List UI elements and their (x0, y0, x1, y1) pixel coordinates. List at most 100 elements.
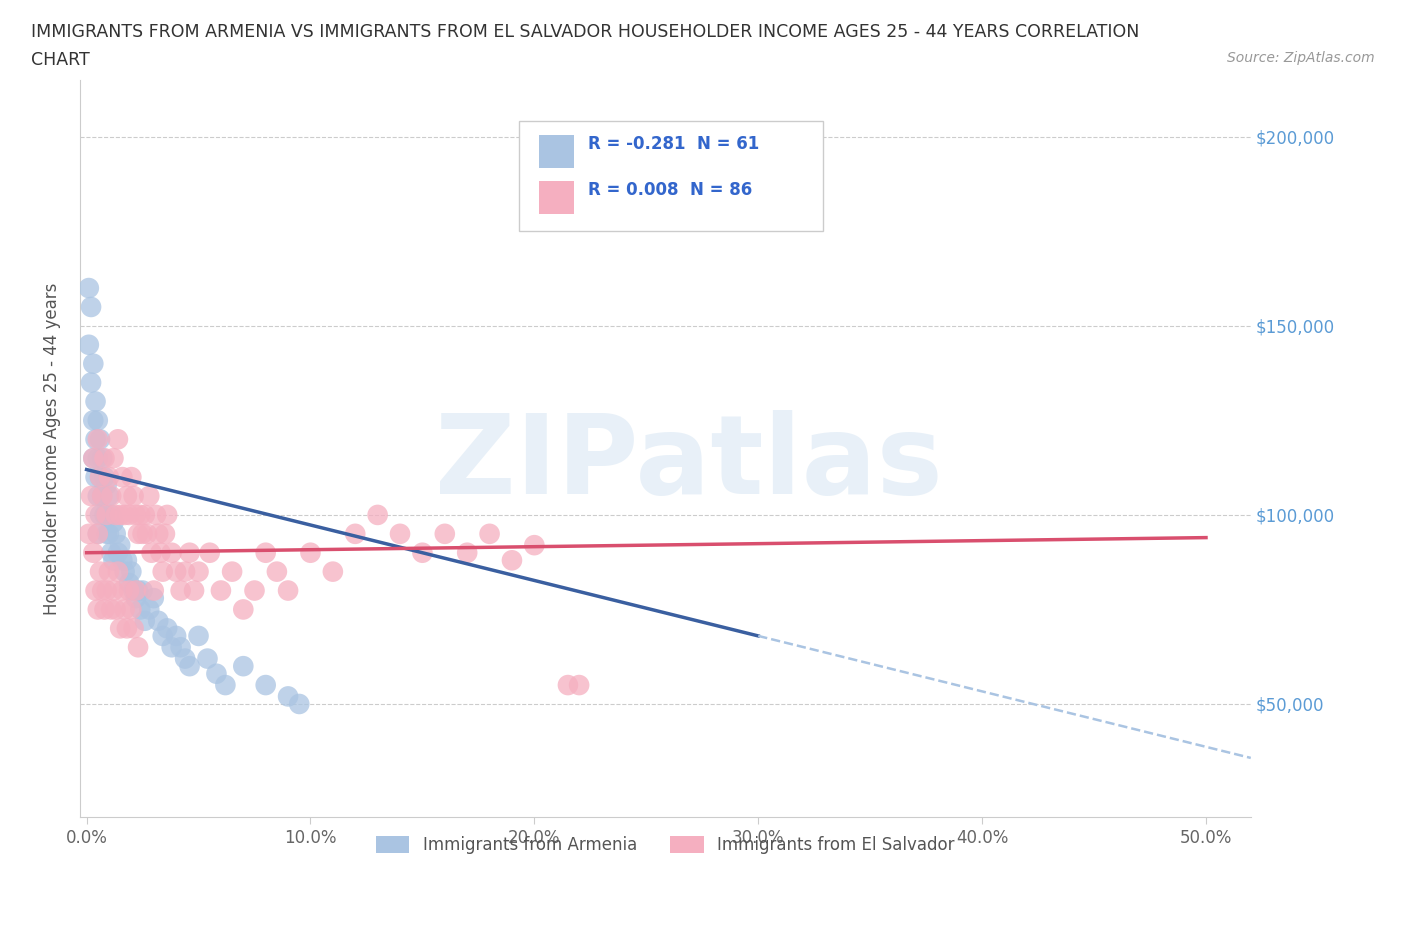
Point (209, 583, 232, 598)
Point (84, 583, 107, 598)
Point (91, 451, 114, 466)
Point (103, 552, 125, 567)
Point (153, 526, 176, 541)
Point (93, 602, 115, 617)
Point (82, 451, 104, 466)
Point (174, 565, 197, 579)
Point (183, 583, 205, 598)
Point (138, 488, 160, 503)
Point (568, 678, 591, 693)
Point (523, 538, 546, 552)
Point (129, 602, 152, 617)
Point (322, 565, 344, 579)
Point (254, 678, 277, 693)
Point (96, 508, 118, 523)
Point (107, 545, 129, 560)
Point (87, 602, 110, 617)
Y-axis label: Householder Income Ages 25 - 44 years: Householder Income Ages 25 - 44 years (44, 283, 60, 615)
Point (84, 508, 107, 523)
Point (120, 470, 142, 485)
Point (125, 508, 148, 523)
Point (197, 651, 219, 666)
Point (91, 488, 114, 503)
Point (243, 583, 266, 598)
Text: CHART: CHART (31, 51, 90, 69)
Point (136, 526, 159, 541)
Point (84, 432, 107, 446)
Text: Source: ZipAtlas.com: Source: ZipAtlas.com (1227, 51, 1375, 65)
Point (122, 583, 145, 598)
Point (122, 488, 145, 503)
Point (96, 583, 118, 598)
Point (254, 545, 277, 560)
Point (100, 508, 122, 523)
Point (107, 432, 129, 446)
Point (80, 299, 103, 314)
Point (205, 666, 228, 681)
FancyBboxPatch shape (519, 121, 824, 232)
Point (187, 565, 209, 579)
Point (77, 526, 100, 541)
Point (114, 602, 136, 617)
Point (82, 413, 104, 428)
Point (148, 614, 170, 629)
Point (152, 629, 174, 644)
Point (100, 602, 122, 617)
Point (100, 488, 122, 503)
Point (232, 658, 254, 673)
Point (344, 526, 367, 541)
Point (115, 621, 138, 636)
Point (125, 591, 148, 605)
Point (82, 356, 104, 371)
FancyBboxPatch shape (538, 135, 574, 167)
Point (145, 508, 167, 523)
Point (277, 583, 299, 598)
Point (156, 508, 179, 523)
Point (114, 565, 136, 579)
Point (82, 451, 104, 466)
Point (118, 583, 141, 598)
Point (104, 508, 127, 523)
Point (232, 602, 254, 617)
Point (108, 538, 131, 552)
Point (111, 583, 134, 598)
Point (122, 621, 145, 636)
Point (179, 545, 201, 560)
Point (89, 470, 111, 485)
Point (77, 281, 100, 296)
Point (93, 451, 115, 466)
Point (169, 640, 191, 655)
Point (77, 338, 100, 352)
Point (98, 488, 121, 503)
Point (198, 545, 221, 560)
Point (89, 432, 111, 446)
Point (87, 526, 110, 541)
Point (91, 583, 114, 598)
Point (87, 488, 110, 503)
Point (87, 432, 110, 446)
Point (98, 565, 121, 579)
Point (411, 545, 433, 560)
Point (142, 583, 165, 598)
Point (129, 508, 152, 523)
Point (120, 565, 142, 579)
Point (108, 508, 131, 523)
Point (89, 508, 111, 523)
Point (148, 526, 170, 541)
Point (277, 689, 299, 704)
Point (138, 602, 160, 617)
Point (165, 565, 187, 579)
Point (165, 629, 187, 644)
Point (80, 375, 103, 390)
Point (103, 515, 125, 530)
Point (141, 545, 163, 560)
Point (149, 545, 172, 560)
Point (142, 591, 165, 605)
Point (93, 508, 115, 523)
Text: R = -0.281  N = 61: R = -0.281 N = 61 (588, 135, 759, 153)
Point (389, 526, 412, 541)
Point (114, 508, 136, 523)
Point (131, 583, 153, 598)
Point (87, 451, 110, 466)
Point (108, 621, 131, 636)
